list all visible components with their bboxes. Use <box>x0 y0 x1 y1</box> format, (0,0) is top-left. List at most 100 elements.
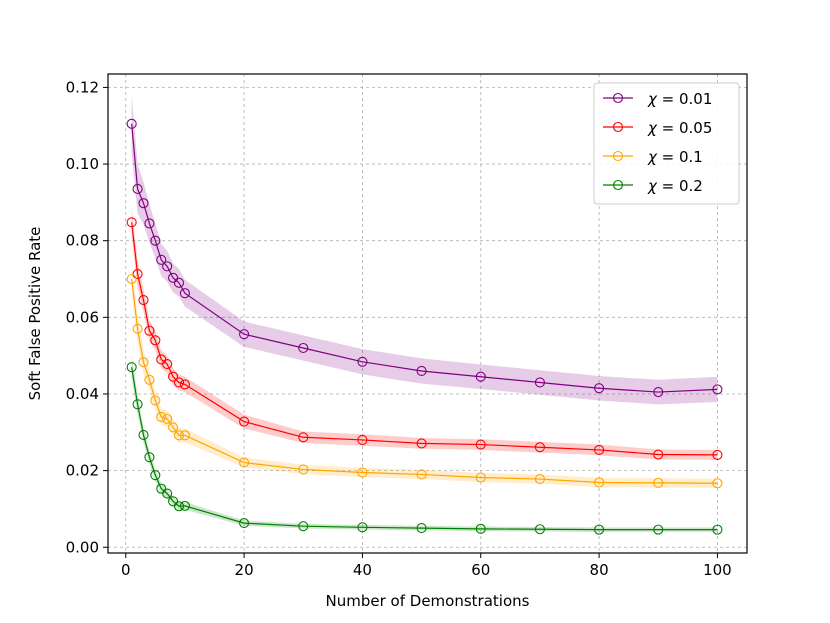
series-0-point <box>416 365 427 377</box>
series-2-point <box>594 477 605 488</box>
series-1-point <box>534 442 545 453</box>
legend-marker <box>612 121 624 133</box>
series-2-line <box>131 278 718 484</box>
series-0-point <box>179 288 190 299</box>
series-1-point <box>712 449 723 460</box>
series-0-point <box>298 342 309 354</box>
series-1-point <box>357 434 368 446</box>
series-3-point <box>126 362 137 373</box>
series-1-point <box>132 268 143 280</box>
series-3-point <box>138 429 149 441</box>
series-2-point <box>138 357 149 368</box>
series-2-point <box>298 464 309 475</box>
series-0-point <box>150 235 161 246</box>
series-1-point <box>416 438 427 449</box>
series-0-point <box>168 272 179 283</box>
series-0-point <box>156 254 167 265</box>
series-3-point <box>162 488 173 499</box>
series-0-point <box>653 387 664 398</box>
x-tick-label: 100 <box>703 561 732 579</box>
series-1-point <box>144 325 155 336</box>
x-tick-label: 0 <box>121 561 131 579</box>
series-1-point <box>168 371 179 382</box>
series-1-point <box>475 439 486 450</box>
series-3-point <box>653 524 664 535</box>
legend-label: χ = 0.01 <box>647 90 712 108</box>
series-2-point <box>712 478 723 489</box>
series-3-point <box>168 496 179 507</box>
series-3-point <box>173 501 185 512</box>
y-tick-label: 0.02 <box>66 462 99 480</box>
series-0-point <box>126 118 137 129</box>
y-tick-label: 0.04 <box>66 385 99 403</box>
series-1-point <box>594 444 605 455</box>
series-2-point <box>416 469 427 480</box>
legend-entry: χ = 0.01 <box>603 90 712 108</box>
series-1-point <box>162 359 173 370</box>
series-3-point <box>534 524 545 535</box>
series-0-point <box>144 218 155 229</box>
series-0-point <box>173 277 185 288</box>
series-3-line <box>131 367 718 531</box>
x-tick-label: 20 <box>235 561 254 579</box>
series-0-point <box>712 384 723 395</box>
legend-frame <box>593 82 740 205</box>
series-0-point <box>239 329 250 340</box>
x-tick-label: 80 <box>590 561 609 579</box>
series-3-point <box>298 521 309 532</box>
legend-marker <box>612 179 624 191</box>
legend-label: χ = 0.05 <box>647 119 712 137</box>
series-0-point <box>162 261 173 272</box>
series-1-point <box>298 432 309 443</box>
series-2-point <box>162 413 173 424</box>
legend-entry: χ = 0.1 <box>603 148 703 166</box>
series-2-point <box>126 273 137 285</box>
series-2-point <box>132 323 143 334</box>
series-2-point <box>173 430 185 441</box>
series-2-point <box>156 411 167 423</box>
legend-entry: χ = 0.2 <box>603 177 703 195</box>
x-tick-label: 40 <box>353 561 372 579</box>
series-1-line <box>131 222 718 456</box>
series-2-point <box>150 395 161 406</box>
series-2-point <box>239 457 250 468</box>
series-1-band <box>131 206 718 460</box>
series-1-point <box>138 295 149 306</box>
series-0-line <box>131 123 718 393</box>
y-tick-label: 0.06 <box>66 308 99 326</box>
series-3-point <box>144 452 155 463</box>
series-0-point <box>138 198 149 209</box>
series-1-point <box>126 217 137 228</box>
series-2-point <box>653 477 664 488</box>
x-tick-label: 60 <box>471 561 490 579</box>
legend: χ = 0.01 χ = 0.05 χ = 0.1 χ = 0.2 <box>593 82 740 205</box>
axis-ticks: 0 20 40 60 80 100 0.00 0.02 0.04 0.06 0.08 0.10 0.12 <box>66 78 732 579</box>
series-0-point <box>534 377 545 388</box>
series-2-point <box>534 473 545 485</box>
series-2-point <box>168 422 179 433</box>
series-1-point <box>239 416 250 427</box>
series-1-point <box>173 377 185 388</box>
legend-label: χ = 0.1 <box>647 148 703 166</box>
series-3-point <box>150 470 161 481</box>
series-0-point <box>357 356 368 367</box>
series-3-point <box>594 524 605 535</box>
series-1-point <box>179 379 190 390</box>
series-0-point <box>132 183 143 195</box>
legend-marker <box>612 92 624 104</box>
series-3-point <box>179 500 190 511</box>
series-2-point <box>179 430 190 441</box>
y-axis-label: Soft False Positive Rate <box>26 227 44 401</box>
x-axis-label: Number of Demonstrations <box>326 592 530 610</box>
series-3-point <box>357 522 368 533</box>
series-2-point <box>357 467 368 478</box>
series-3-point <box>156 483 167 494</box>
series-3-point <box>239 518 250 529</box>
series-3-point <box>416 523 427 534</box>
series-1-point <box>150 335 161 346</box>
series-1-point <box>653 449 664 460</box>
legend-marker <box>612 150 624 162</box>
plot-area <box>107 73 748 554</box>
series-3-point <box>132 399 143 410</box>
